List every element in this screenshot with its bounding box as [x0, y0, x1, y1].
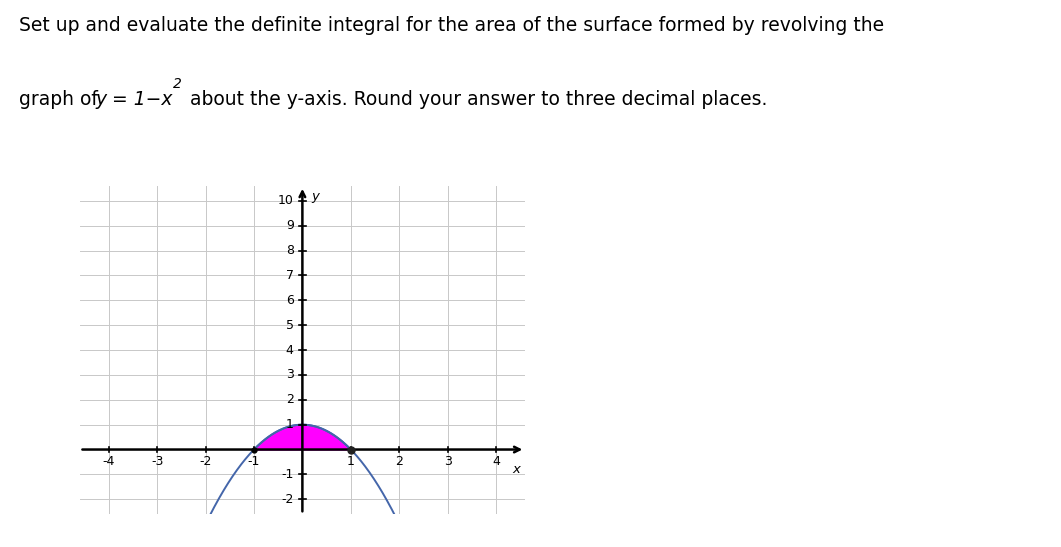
- Text: 1: 1: [285, 418, 294, 431]
- Text: graph of: graph of: [19, 90, 98, 109]
- Text: 2: 2: [173, 77, 181, 91]
- Text: 2: 2: [396, 455, 403, 468]
- Text: 9: 9: [285, 219, 294, 232]
- Text: -4: -4: [103, 455, 115, 468]
- Text: -2: -2: [199, 455, 212, 468]
- Text: 6: 6: [285, 294, 294, 307]
- Text: y: y: [311, 190, 319, 203]
- Text: -2: -2: [281, 493, 294, 506]
- Text: 4: 4: [285, 344, 294, 357]
- Text: x: x: [512, 463, 520, 476]
- Text: 5: 5: [285, 319, 294, 331]
- Text: 10: 10: [278, 194, 294, 207]
- Text: y: y: [95, 90, 106, 109]
- Text: = 1−x: = 1−x: [106, 90, 173, 109]
- Text: 1: 1: [347, 455, 354, 468]
- Text: 3: 3: [285, 369, 294, 381]
- Text: 7: 7: [285, 269, 294, 282]
- Text: -1: -1: [248, 455, 260, 468]
- Text: -1: -1: [281, 468, 294, 481]
- Text: about the y-axis. Round your answer to three decimal places.: about the y-axis. Round your answer to t…: [184, 90, 767, 109]
- Text: -3: -3: [151, 455, 163, 468]
- Text: 3: 3: [443, 455, 452, 468]
- Text: Set up and evaluate the definite integral for the area of the surface formed by : Set up and evaluate the definite integra…: [19, 16, 884, 36]
- Text: 2: 2: [285, 393, 294, 406]
- Text: 8: 8: [285, 244, 294, 257]
- Text: 4: 4: [492, 455, 500, 468]
